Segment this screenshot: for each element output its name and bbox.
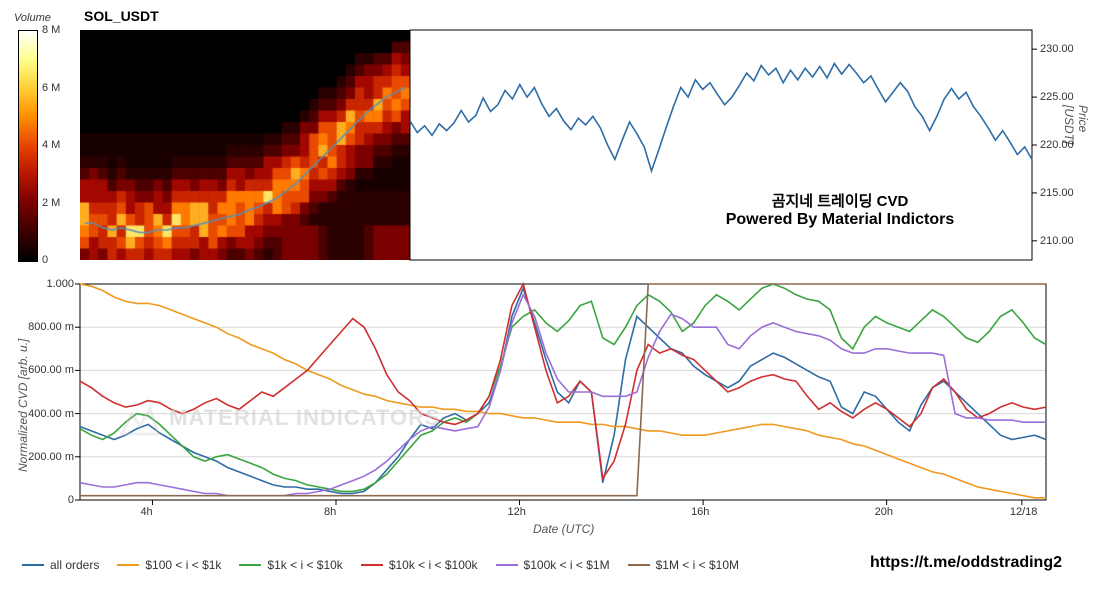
legend-label: $100k < i < $1M — [524, 558, 610, 572]
cvd-xtick: 20h — [875, 506, 893, 518]
legend-swatch — [239, 564, 261, 566]
cvd-ytick: 1.000 — [22, 278, 74, 290]
cvd-x-axis-label: Date (UTC) — [533, 522, 594, 536]
legend-swatch — [496, 564, 518, 566]
cvd-xtick: 4h — [140, 506, 152, 518]
cvd-xtick: 8h — [324, 506, 336, 518]
colorbar-canvas — [18, 30, 38, 262]
legend-label: $1k < i < $10k — [267, 558, 342, 572]
cvd-ytick: 400.00 m — [22, 408, 74, 420]
price-ytick: 220.00 — [1040, 139, 1074, 151]
legend-item: $1k < i < $10k — [239, 558, 342, 572]
overlay-line1: 곰지네 트레이딩 CVD — [640, 190, 1040, 211]
cvd-xtick: 12h — [508, 506, 526, 518]
cvd-line-chart — [80, 284, 1046, 500]
legend-label: $10k < i < $100k — [389, 558, 478, 572]
legend-swatch — [361, 564, 383, 566]
legend-item: $100 < i < $1k — [117, 558, 221, 572]
legend-item: all orders — [22, 558, 99, 572]
legend-item: $1M < i < $10M — [628, 558, 739, 572]
cvd-ytick: 800.00 m — [22, 321, 74, 333]
cvd-xtick: 16h — [691, 506, 709, 518]
price-ytick: 210.00 — [1040, 235, 1074, 247]
colorbar-title: Volume — [14, 12, 51, 24]
price-ytick: 215.00 — [1040, 187, 1074, 199]
footer-link[interactable]: https://t.me/oddstrading2 — [870, 554, 1062, 572]
cvd-series — [80, 284, 1046, 496]
legend-item: $10k < i < $100k — [361, 558, 478, 572]
overlay-line2: Powered By Material Indictors — [640, 211, 1040, 229]
chart-title: SOL_USDT — [84, 8, 159, 24]
legend-label: $1M < i < $10M — [656, 558, 739, 572]
cvd-xtick: 12/18 — [1010, 506, 1038, 518]
colorbar-tick: 8 M — [42, 24, 60, 36]
legend-label: all orders — [50, 558, 99, 572]
cvd-ytick: 0 — [22, 494, 74, 506]
colorbar-tick: 4 M — [42, 139, 60, 151]
cvd-series — [80, 284, 1046, 478]
legend-label: $100 < i < $1k — [145, 558, 221, 572]
overlay-branding: 곰지네 트레이딩 CVD Powered By Material Indicto… — [640, 190, 1040, 229]
legend-item: $100k < i < $1M — [496, 558, 610, 572]
legend-swatch — [117, 564, 139, 566]
legend-swatch — [628, 564, 650, 566]
cvd-ytick: 600.00 m — [22, 364, 74, 376]
legend: all orders $100 < i < $1k $1k < i < $10k $1… — [22, 558, 739, 572]
volume-heatmap — [80, 30, 410, 260]
legend-swatch — [22, 564, 44, 566]
price-ytick: 225.00 — [1040, 91, 1074, 103]
colorbar-tick: 2 M — [42, 197, 60, 209]
colorbar-tick: 0 — [42, 254, 48, 266]
colorbar-tick: 6 M — [42, 82, 60, 94]
cvd-series — [80, 288, 1046, 493]
cvd-ytick: 200.00 m — [22, 451, 74, 463]
price-ytick: 230.00 — [1040, 43, 1074, 55]
